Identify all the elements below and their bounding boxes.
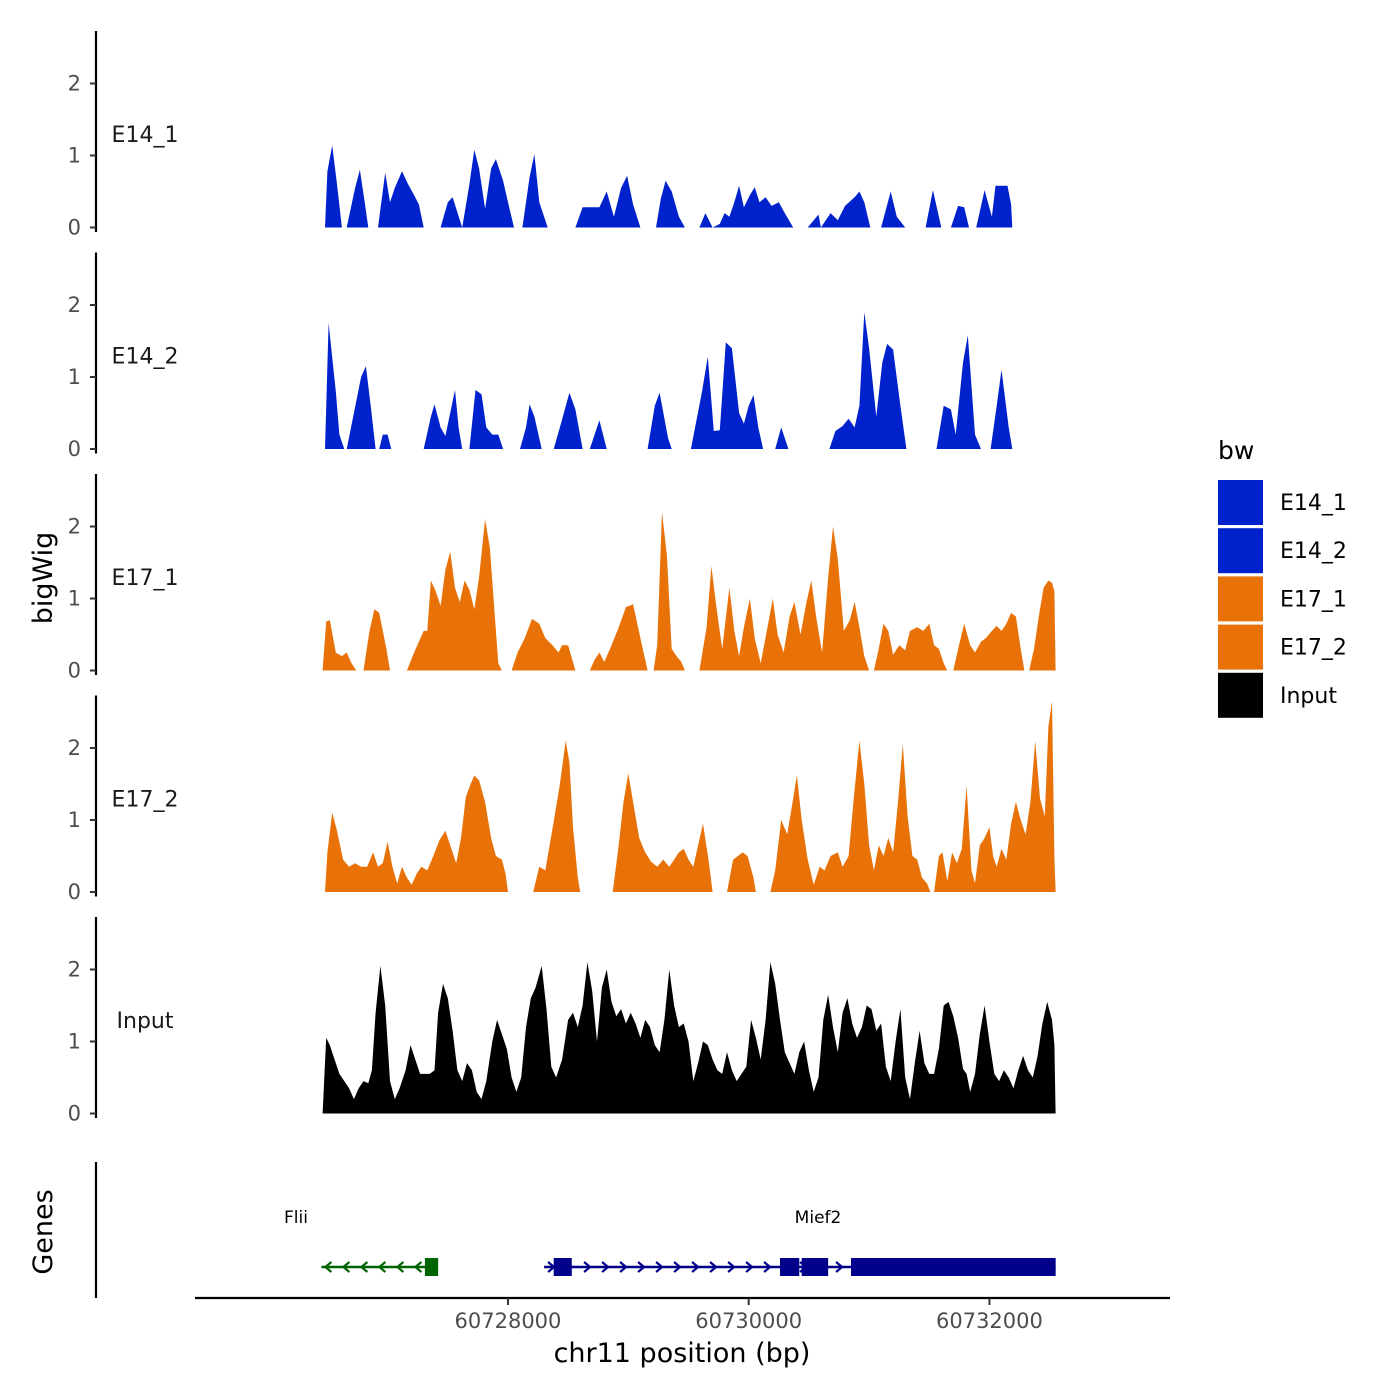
track-e14-2: 0 1 2 E14_2 <box>68 252 1013 461</box>
signal-area-e17-2 <box>325 701 1056 892</box>
legend-label-e14-1: E14_1 <box>1280 491 1347 516</box>
x-axis-title: chr11 position (bp) <box>554 1338 811 1369</box>
y-tick-label: 1 <box>68 144 81 168</box>
x-tick-label: 60728000 <box>455 1309 562 1333</box>
legend: bw E14_1 E14_2 E17_1 E17_2 Input <box>1218 436 1347 718</box>
track-e17-2: 0 1 2 E17_2 <box>68 695 1056 904</box>
y-tick-label: 0 <box>68 216 81 240</box>
y-tick-label: 2 <box>68 958 81 982</box>
gene-name-label: Mief2 <box>795 1208 842 1228</box>
tracks-group: 0 1 2 E14_1 0 1 2 E14_2 0 1 2 E17_1 0 1 2 E17_2 0 1 2 Input <box>68 31 1056 1126</box>
y-tick-label: 0 <box>68 1102 81 1126</box>
y-tick-label: 0 <box>68 880 81 904</box>
gene-exon <box>780 1258 800 1276</box>
legend-label-input: Input <box>1280 684 1337 709</box>
legend-entries: E14_1 E14_2 E17_1 E17_2 Input <box>1218 480 1347 718</box>
y-tick-label: 2 <box>68 72 81 96</box>
strand-arrow <box>673 1261 682 1273</box>
y-tick-label: 1 <box>68 365 81 389</box>
gene-name-label: Flii <box>284 1208 308 1228</box>
strand-arrow <box>601 1261 610 1273</box>
y-axis-title: bigWig <box>28 532 59 625</box>
legend-label-e17-1: E17_1 <box>1280 587 1347 612</box>
strand-arrow <box>583 1261 592 1273</box>
track-input: 0 1 2 Input <box>68 917 1056 1126</box>
strand-arrow <box>691 1261 700 1273</box>
strand-arrow <box>413 1261 423 1273</box>
strand-arrow <box>709 1261 718 1273</box>
track-label: E17_2 <box>112 788 179 813</box>
legend-swatch-input <box>1218 672 1263 718</box>
gene-exon <box>801 1258 829 1276</box>
strand-arrow <box>745 1261 754 1273</box>
y-tick-label: 1 <box>68 1030 81 1054</box>
strand-arrow <box>655 1261 664 1273</box>
y-tick-label: 2 <box>68 293 81 317</box>
legend-swatch-e14-1 <box>1218 480 1263 525</box>
strand-arrow <box>323 1261 333 1273</box>
gene-exon <box>553 1258 572 1276</box>
legend-swatch-e14-2 <box>1218 528 1263 574</box>
gene-exon <box>851 1258 1056 1276</box>
strand-arrow <box>341 1261 351 1273</box>
legend-swatch-e17-1 <box>1218 576 1263 622</box>
strand-arrow <box>763 1261 772 1273</box>
x-tick-label: 60730000 <box>695 1309 802 1333</box>
legend-swatch-e17-2 <box>1218 624 1263 670</box>
genes-group: Flii Mief2 <box>284 1208 1056 1276</box>
strand-arrow <box>377 1261 387 1273</box>
track-label: E14_2 <box>112 345 179 370</box>
y-tick-label: 2 <box>68 736 81 760</box>
strand-arrow <box>727 1261 736 1273</box>
track-label: E14_1 <box>112 123 179 148</box>
signal-area-e17-1 <box>322 512 1056 671</box>
y-tick-label: 0 <box>68 437 81 461</box>
legend-label-e17-2: E17_2 <box>1280 636 1347 661</box>
track-label: Input <box>117 1009 174 1034</box>
track-e14-1: 0 1 2 E14_1 <box>68 31 1013 240</box>
track-label: E17_1 <box>112 566 179 591</box>
track-e17-1: 0 1 2 E17_1 <box>68 474 1056 683</box>
x-tick-label: 60732000 <box>936 1309 1043 1333</box>
strand-arrow <box>835 1261 844 1273</box>
strand-arrow <box>637 1261 646 1273</box>
signal-area-e14-1 <box>325 145 1013 228</box>
x-ticks-group: 60728000 60730000 60732000 <box>455 1298 1043 1333</box>
genes-axis-title: Genes <box>28 1189 59 1274</box>
gene-exon <box>424 1258 439 1276</box>
strand-arrow <box>395 1261 405 1273</box>
gene-mief2: Mief2 <box>544 1208 1056 1276</box>
gene-flii: Flii <box>284 1208 439 1276</box>
strand-arrow <box>359 1261 369 1273</box>
y-tick-label: 1 <box>68 808 81 832</box>
strand-arrow <box>619 1261 628 1273</box>
legend-title: bw <box>1218 436 1254 465</box>
y-tick-label: 2 <box>68 515 81 539</box>
y-tick-label: 0 <box>68 659 81 683</box>
y-tick-label: 1 <box>68 587 81 611</box>
signal-area-e14-2 <box>325 312 1013 449</box>
signal-area-input <box>322 962 1056 1114</box>
legend-label-e14-2: E14_2 <box>1280 539 1347 564</box>
